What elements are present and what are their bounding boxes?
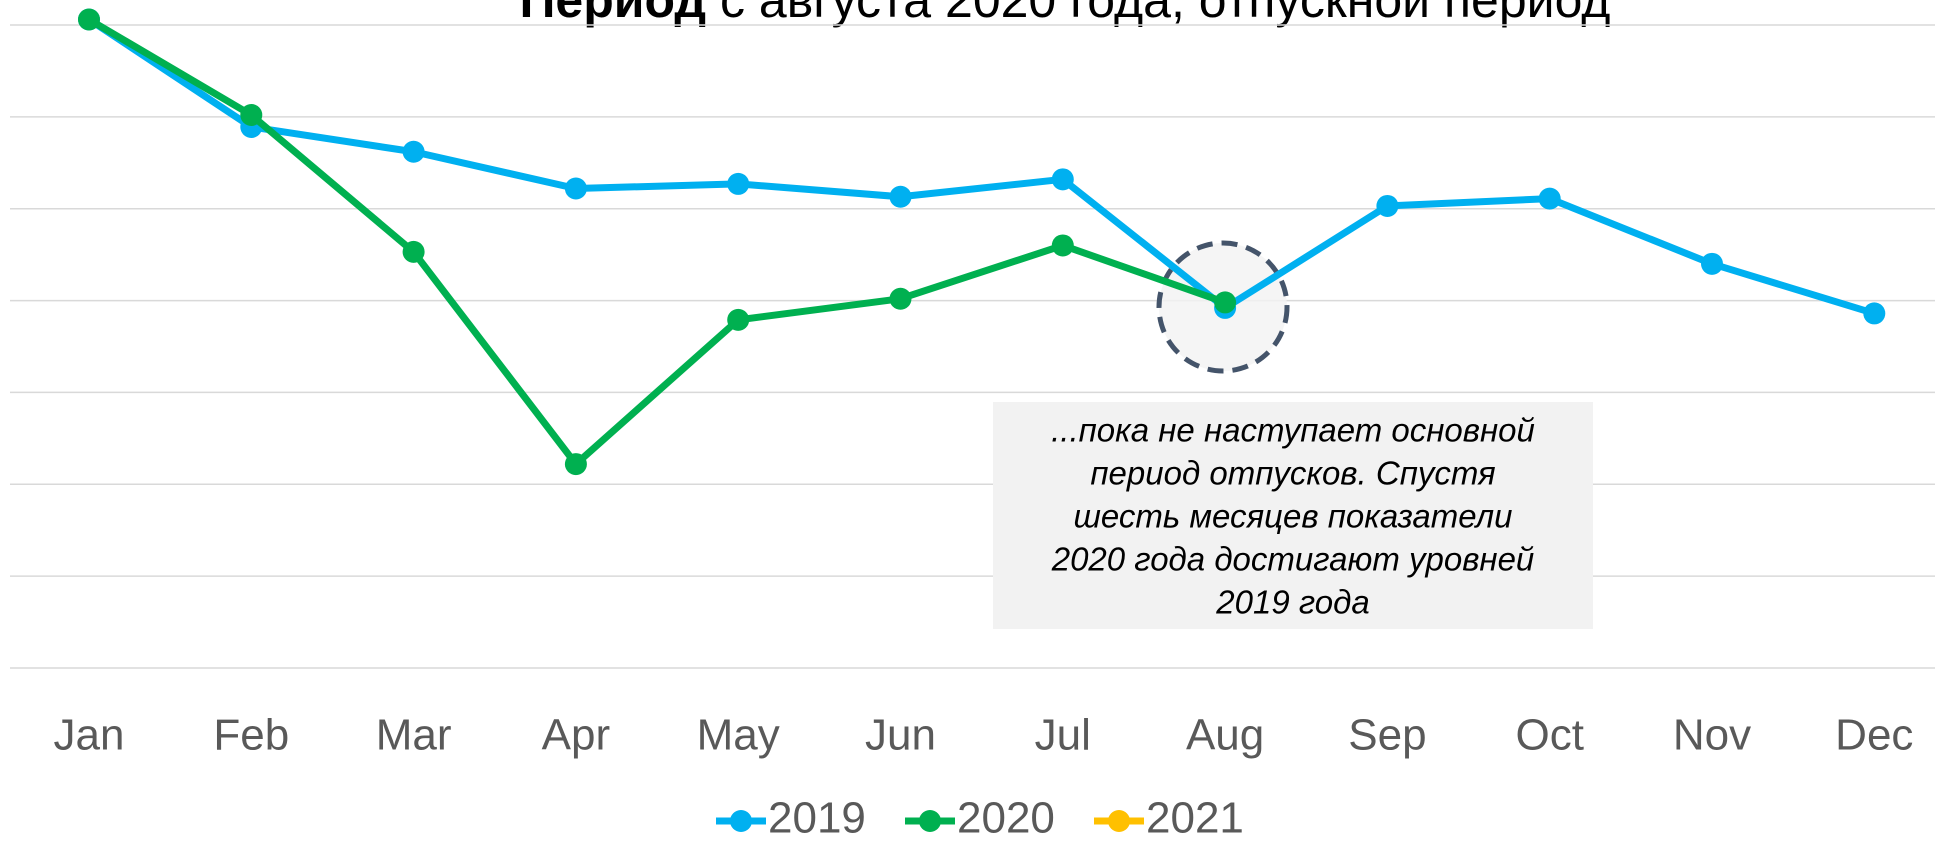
title-bold: Период bbox=[519, 0, 706, 28]
point bbox=[402, 240, 425, 263]
annotation-text: 2019 года bbox=[1215, 584, 1369, 621]
point bbox=[402, 140, 425, 163]
series-line bbox=[87, 16, 1227, 468]
x-tick-label: May bbox=[697, 711, 780, 760]
point bbox=[1051, 168, 1074, 191]
x-tick-label: Nov bbox=[1673, 711, 1751, 760]
point bbox=[1538, 187, 1561, 210]
point bbox=[1051, 234, 1074, 257]
x-tick-label: Dec bbox=[1835, 711, 1913, 760]
x-tick-label: Feb bbox=[213, 711, 289, 760]
x-tick-label: Apr bbox=[542, 711, 610, 760]
x-tick-label: Oct bbox=[1515, 711, 1583, 760]
legend-marker bbox=[730, 810, 752, 832]
legend-marker bbox=[919, 810, 941, 832]
annotation-text: ...пока не наступает основной bbox=[1051, 412, 1535, 449]
legend-marker bbox=[1108, 810, 1130, 832]
point bbox=[564, 453, 587, 476]
annotation-text: период отпусков. Спустя bbox=[1090, 455, 1495, 492]
x-tick-label: Jun bbox=[865, 711, 936, 760]
legend-label: 2019 bbox=[768, 794, 866, 841]
point bbox=[889, 287, 912, 310]
annotation-box bbox=[993, 402, 1593, 629]
chart-title: Период с августа 2020 года, отпускной пе… bbox=[519, 0, 1610, 28]
point bbox=[1863, 302, 1886, 325]
annotation-text: шесть месяцев показатели bbox=[1074, 498, 1513, 535]
point bbox=[78, 8, 100, 31]
point bbox=[1376, 194, 1399, 217]
x-tick-label: Aug bbox=[1186, 711, 1264, 760]
title-rest: с августа 2020 года, отпускной период bbox=[706, 0, 1610, 28]
annotation-text: 2020 года достигают уровней bbox=[1051, 541, 1535, 578]
x-tick-label: Jul bbox=[1035, 711, 1091, 760]
point bbox=[727, 172, 750, 195]
legend-label: 2020 bbox=[957, 794, 1055, 841]
point bbox=[727, 308, 750, 331]
x-tick-label: Jan bbox=[54, 711, 125, 760]
x-tick-label: Mar bbox=[376, 711, 452, 760]
point bbox=[240, 104, 263, 127]
series-line bbox=[87, 16, 1876, 317]
legend-label: 2021 bbox=[1146, 794, 1244, 841]
x-tick-label: Sep bbox=[1348, 711, 1426, 760]
point bbox=[564, 177, 587, 200]
point bbox=[1701, 252, 1723, 275]
point bbox=[889, 185, 912, 208]
point bbox=[1214, 291, 1237, 314]
